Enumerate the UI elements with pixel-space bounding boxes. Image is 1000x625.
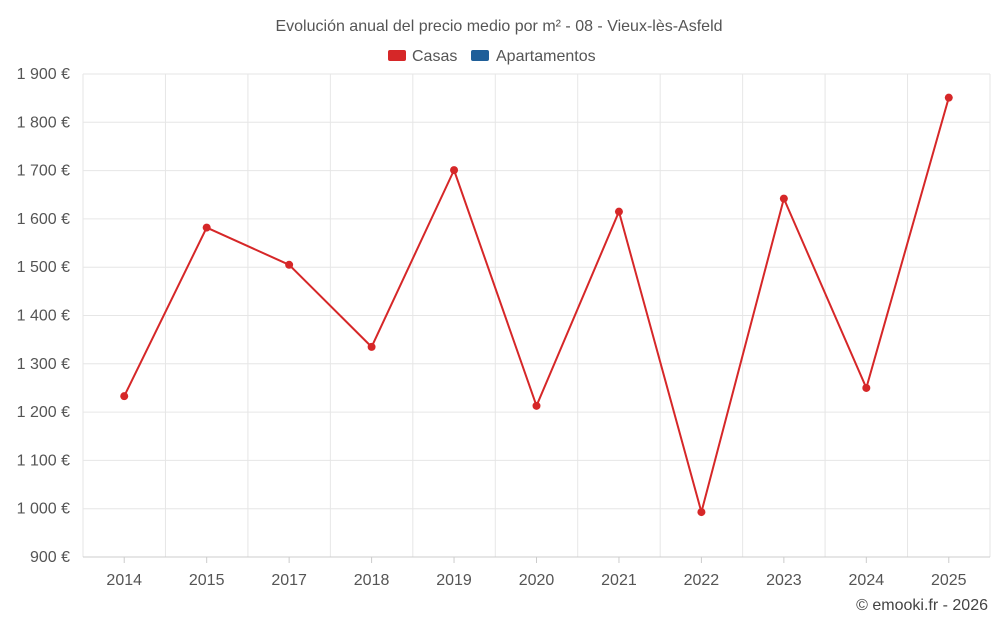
legend-label-apartamentos: Apartamentos [496, 48, 596, 65]
legend-label-casas: Casas [412, 48, 457, 65]
data-point-casas[interactable] [779, 194, 788, 203]
grid [82, 73, 991, 558]
x-tick-label: 2023 [766, 572, 802, 589]
x-tick-label: 2014 [106, 572, 142, 589]
data-point-casas[interactable] [120, 392, 129, 401]
y-tick-label: 1 000 € [17, 501, 70, 518]
y-tick-label: 1 200 € [17, 404, 70, 421]
x-tick-label: 2025 [931, 572, 967, 589]
y-tick-label: 900 € [30, 549, 70, 566]
x-tick-label: 2015 [189, 572, 225, 589]
data-point-casas[interactable] [862, 383, 871, 392]
data-point-casas[interactable] [450, 166, 459, 175]
y-tick-label: 1 800 € [17, 114, 70, 131]
legend: Casas Apartamentos [388, 48, 596, 65]
data-point-casas[interactable] [285, 260, 294, 269]
x-tick-label: 2020 [519, 572, 555, 589]
data-point-casas[interactable] [532, 401, 541, 410]
x-tick-label: 2018 [354, 572, 390, 589]
y-tick-label: 1 300 € [17, 356, 70, 373]
legend-item-apartamentos[interactable]: Apartamentos [471, 48, 596, 65]
y-tick-label: 1 600 € [17, 211, 70, 228]
series-casas [120, 93, 953, 517]
x-tick-label: 2017 [271, 572, 307, 589]
credit-text: © emooki.fr - 2026 [856, 597, 988, 614]
x-tick-label: 2024 [849, 572, 885, 589]
data-point-casas[interactable] [944, 93, 953, 102]
legend-swatch-casas [388, 50, 406, 61]
y-tick-label: 1 900 € [17, 66, 70, 83]
legend-swatch-apartamentos [471, 50, 489, 61]
data-point-casas[interactable] [614, 207, 623, 216]
y-tick-label: 1 500 € [17, 259, 70, 276]
y-tick-label: 1 700 € [17, 163, 70, 180]
data-point-casas[interactable] [202, 223, 211, 232]
data-point-casas[interactable] [697, 508, 706, 517]
y-tick-label: 1 100 € [17, 452, 70, 469]
data-point-casas[interactable] [367, 342, 376, 351]
x-tick-label: 2022 [684, 572, 720, 589]
y-axis: 900 € 1 000 € 1 100 € 1 200 € 1 300 € 1 400 €… [17, 66, 70, 566]
y-tick-label: 1 400 € [17, 308, 70, 325]
x-tick-label: 2021 [601, 572, 637, 589]
x-axis: 2014 2015 2017 2018 2019 2020 2021 2022 2023 2024… [83, 556, 990, 589]
x-tick-label: 2019 [436, 572, 472, 589]
legend-item-casas[interactable]: Casas [388, 48, 457, 65]
chart-title: Evolución anual del precio medio por m² … [275, 18, 722, 35]
